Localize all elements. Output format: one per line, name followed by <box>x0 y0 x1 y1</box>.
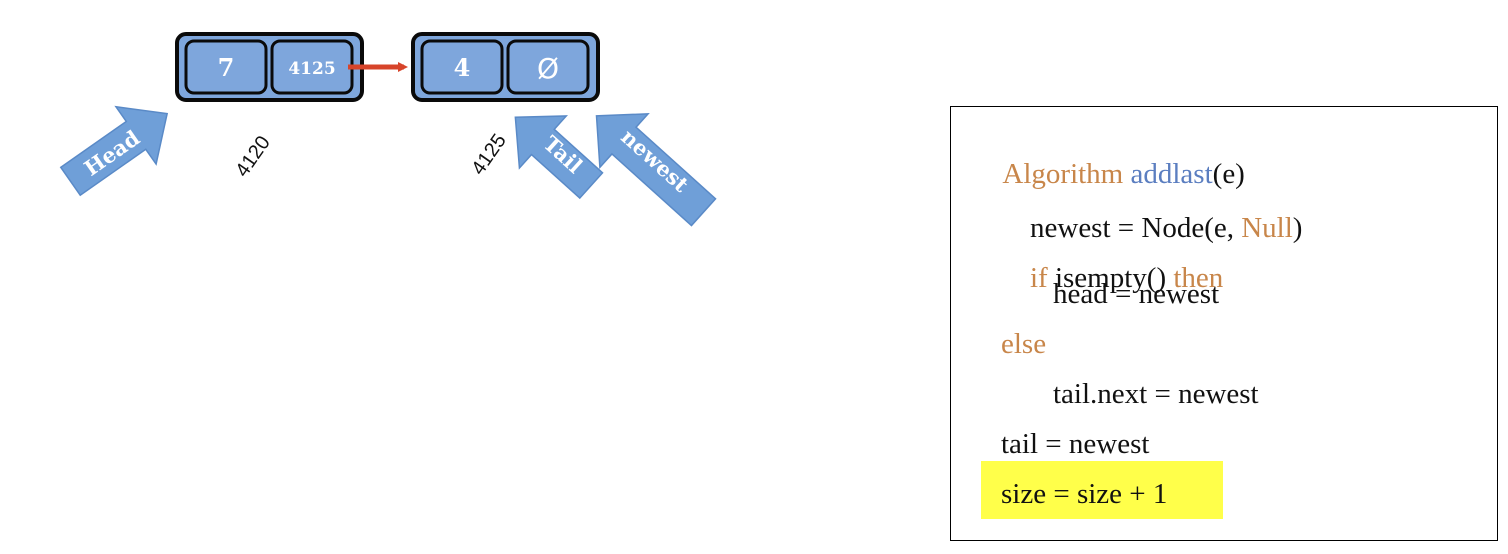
else-keyword: else <box>1001 328 1047 360</box>
node-1-next: 4125 <box>288 59 335 79</box>
code-line-2: newest = Node(e, Null) <box>1001 177 1302 279</box>
node-1: 7 4125 <box>175 32 364 102</box>
algorithm-args: (e) <box>1212 158 1245 190</box>
algorithm-keyword: Algorithm <box>1002 158 1124 190</box>
address-label-node-1: 4120 <box>231 132 275 181</box>
algorithm-name: addlast <box>1130 158 1213 190</box>
tail-pointer <box>514 115 604 200</box>
highlight-size-line <box>981 461 1223 519</box>
then-keyword: then <box>1173 262 1224 294</box>
node-2: 4 Ø <box>411 32 600 102</box>
code-line-4: head = newest <box>1053 278 1220 310</box>
head-pointer: Head <box>59 105 169 197</box>
algorithm-box: Algorithm addlast(e) newest = Node(e, Nu… <box>950 106 1498 541</box>
null-keyword: Null <box>1241 212 1293 244</box>
if-keyword: if <box>1030 262 1048 294</box>
code-line-2-post: ) <box>1292 212 1303 244</box>
node-2-data: 4 <box>454 53 471 82</box>
code-line-2-pre: newest = Node(e, <box>1030 212 1242 244</box>
code-line-3: if isempty() then <box>1001 227 1223 329</box>
node-1-data: 7 <box>218 53 235 82</box>
address-label-node-2: 4125 <box>467 130 511 179</box>
code-line-6: tail.next = newest <box>1053 378 1259 410</box>
node-2-null: Ø <box>537 52 559 85</box>
linked-list-diagram: 7 4125 4 Ø 4120 4125 Head Tail newest <box>59 32 717 227</box>
code-line-7: tail = newest <box>1001 428 1150 460</box>
condition-text: isempty() <box>1047 262 1174 294</box>
code-line-8: size = size + 1 <box>1001 478 1168 510</box>
algorithm-header: Algorithm addlast(e) <box>975 123 1245 225</box>
newest-pointer <box>595 113 717 227</box>
